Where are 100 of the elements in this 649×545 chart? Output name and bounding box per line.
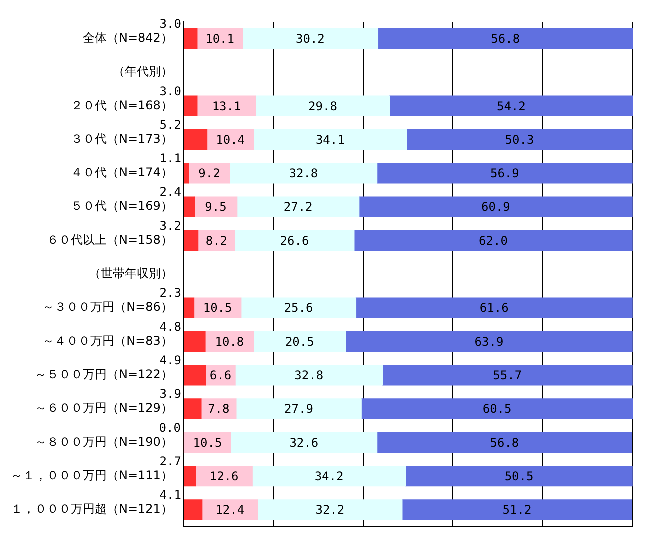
data-label: 10.8 — [215, 334, 244, 349]
y-tick-label: ～８００万円（N=190） — [35, 434, 173, 449]
bar — [194, 298, 242, 318]
data-label: 60.9 — [481, 200, 510, 214]
y-tick-label: ５０代（N=169） — [71, 199, 173, 214]
y-tick-label: ～６００万円（N=129） — [35, 401, 173, 416]
bar — [184, 196, 196, 218]
bar — [376, 432, 632, 453]
bar — [184, 331, 206, 352]
bar — [184, 96, 198, 116]
bar — [242, 28, 379, 50]
data-label: 26.6 — [280, 234, 310, 248]
y-tick-label: ～４００万円（N=83） — [42, 334, 173, 348]
bar — [376, 163, 633, 184]
data-label: 32.6 — [290, 436, 319, 450]
data-label: 29.8 — [308, 99, 338, 114]
data-label: 4.8 — [160, 320, 182, 334]
data-label: 51.2 — [502, 503, 532, 518]
data-label: 9.2 — [198, 166, 220, 181]
bar — [188, 163, 230, 184]
data-label: 4.1 — [160, 488, 182, 502]
bar — [354, 230, 633, 252]
data-label: 34.2 — [314, 469, 344, 484]
data-label: 6.6 — [210, 368, 232, 382]
data-label: 9.5 — [205, 200, 227, 214]
y-tick-label: １，０００万円超（N=121） — [11, 502, 173, 516]
bar — [256, 96, 390, 116]
bar — [196, 466, 253, 487]
bar — [234, 230, 355, 252]
bar — [382, 365, 633, 386]
bar — [241, 298, 357, 318]
bar — [184, 365, 206, 386]
bar — [378, 28, 633, 50]
bar — [361, 398, 633, 420]
bar — [184, 298, 195, 318]
bar — [406, 466, 633, 487]
bar — [230, 432, 378, 453]
data-label: 10.1 — [206, 32, 234, 46]
data-label: 3.0 — [160, 84, 182, 98]
data-label: 27.9 — [284, 402, 314, 416]
data-label: 54.2 — [496, 99, 526, 114]
data-label: 13.1 — [212, 99, 242, 114]
bar — [258, 500, 403, 520]
y-tick-label: ２０代（N=168） — [71, 98, 173, 112]
data-label: 32.8 — [289, 166, 318, 181]
data-label: 5.2 — [160, 118, 182, 132]
data-label: 56.8 — [490, 436, 520, 450]
y-tick-label: ～３００万円（N=86） — [42, 300, 173, 314]
data-label: 25.6 — [284, 301, 314, 316]
y-tick-label: ～１，０００万円（N=111） — [11, 468, 173, 482]
data-label: 0.0 — [159, 420, 181, 435]
y-tick-label: （世帯年収別） — [88, 266, 173, 281]
data-label: 2.4 — [160, 185, 182, 200]
data-label: 8.2 — [206, 234, 228, 248]
bar — [201, 398, 237, 420]
data-label: 50.3 — [505, 132, 534, 147]
bar — [235, 365, 384, 386]
bar — [359, 196, 633, 218]
data-label: 10.5 — [203, 301, 232, 316]
data-label: 62.0 — [479, 234, 508, 248]
data-label: 56.8 — [491, 32, 520, 46]
bar — [390, 96, 633, 116]
bar — [197, 96, 256, 116]
y-tick-label: （年代別） — [112, 64, 173, 79]
data-label: 7.8 — [208, 402, 230, 416]
data-label: 32.8 — [294, 368, 324, 382]
data-label: 60.5 — [482, 402, 512, 416]
data-label: 30.2 — [296, 32, 325, 46]
bar — [184, 129, 208, 150]
data-label: 10.4 — [216, 132, 246, 147]
y-tick-label: ４０代（N=174） — [71, 166, 173, 180]
bar — [202, 500, 258, 520]
data-label: 32.2 — [316, 503, 345, 518]
bar — [254, 129, 408, 150]
data-label: 27.2 — [284, 200, 313, 214]
y-tick-label: ３０代（N=173） — [71, 132, 173, 146]
bar — [184, 500, 203, 520]
bar — [406, 129, 633, 150]
bar — [346, 331, 633, 352]
bar — [184, 466, 196, 487]
data-label: 34.1 — [316, 132, 345, 147]
bar — [194, 196, 238, 218]
data-label: 12.6 — [210, 469, 239, 484]
data-label: 1.1 — [160, 152, 182, 166]
data-label: 63.9 — [474, 334, 504, 349]
data-label: 2.7 — [160, 454, 182, 468]
bar — [184, 398, 202, 420]
data-label: 56.9 — [490, 166, 520, 181]
data-label: 20.5 — [285, 334, 314, 349]
bar — [236, 196, 360, 218]
bar — [402, 500, 632, 520]
data-label: 3.0 — [160, 16, 182, 31]
data-label: 55.7 — [493, 368, 522, 382]
bar — [252, 466, 406, 487]
data-label: 4.9 — [160, 353, 182, 368]
bar — [184, 28, 198, 50]
data-label: 61.6 — [480, 301, 509, 316]
bar — [356, 298, 633, 318]
bar — [236, 398, 362, 420]
data-label: 2.3 — [160, 286, 182, 300]
